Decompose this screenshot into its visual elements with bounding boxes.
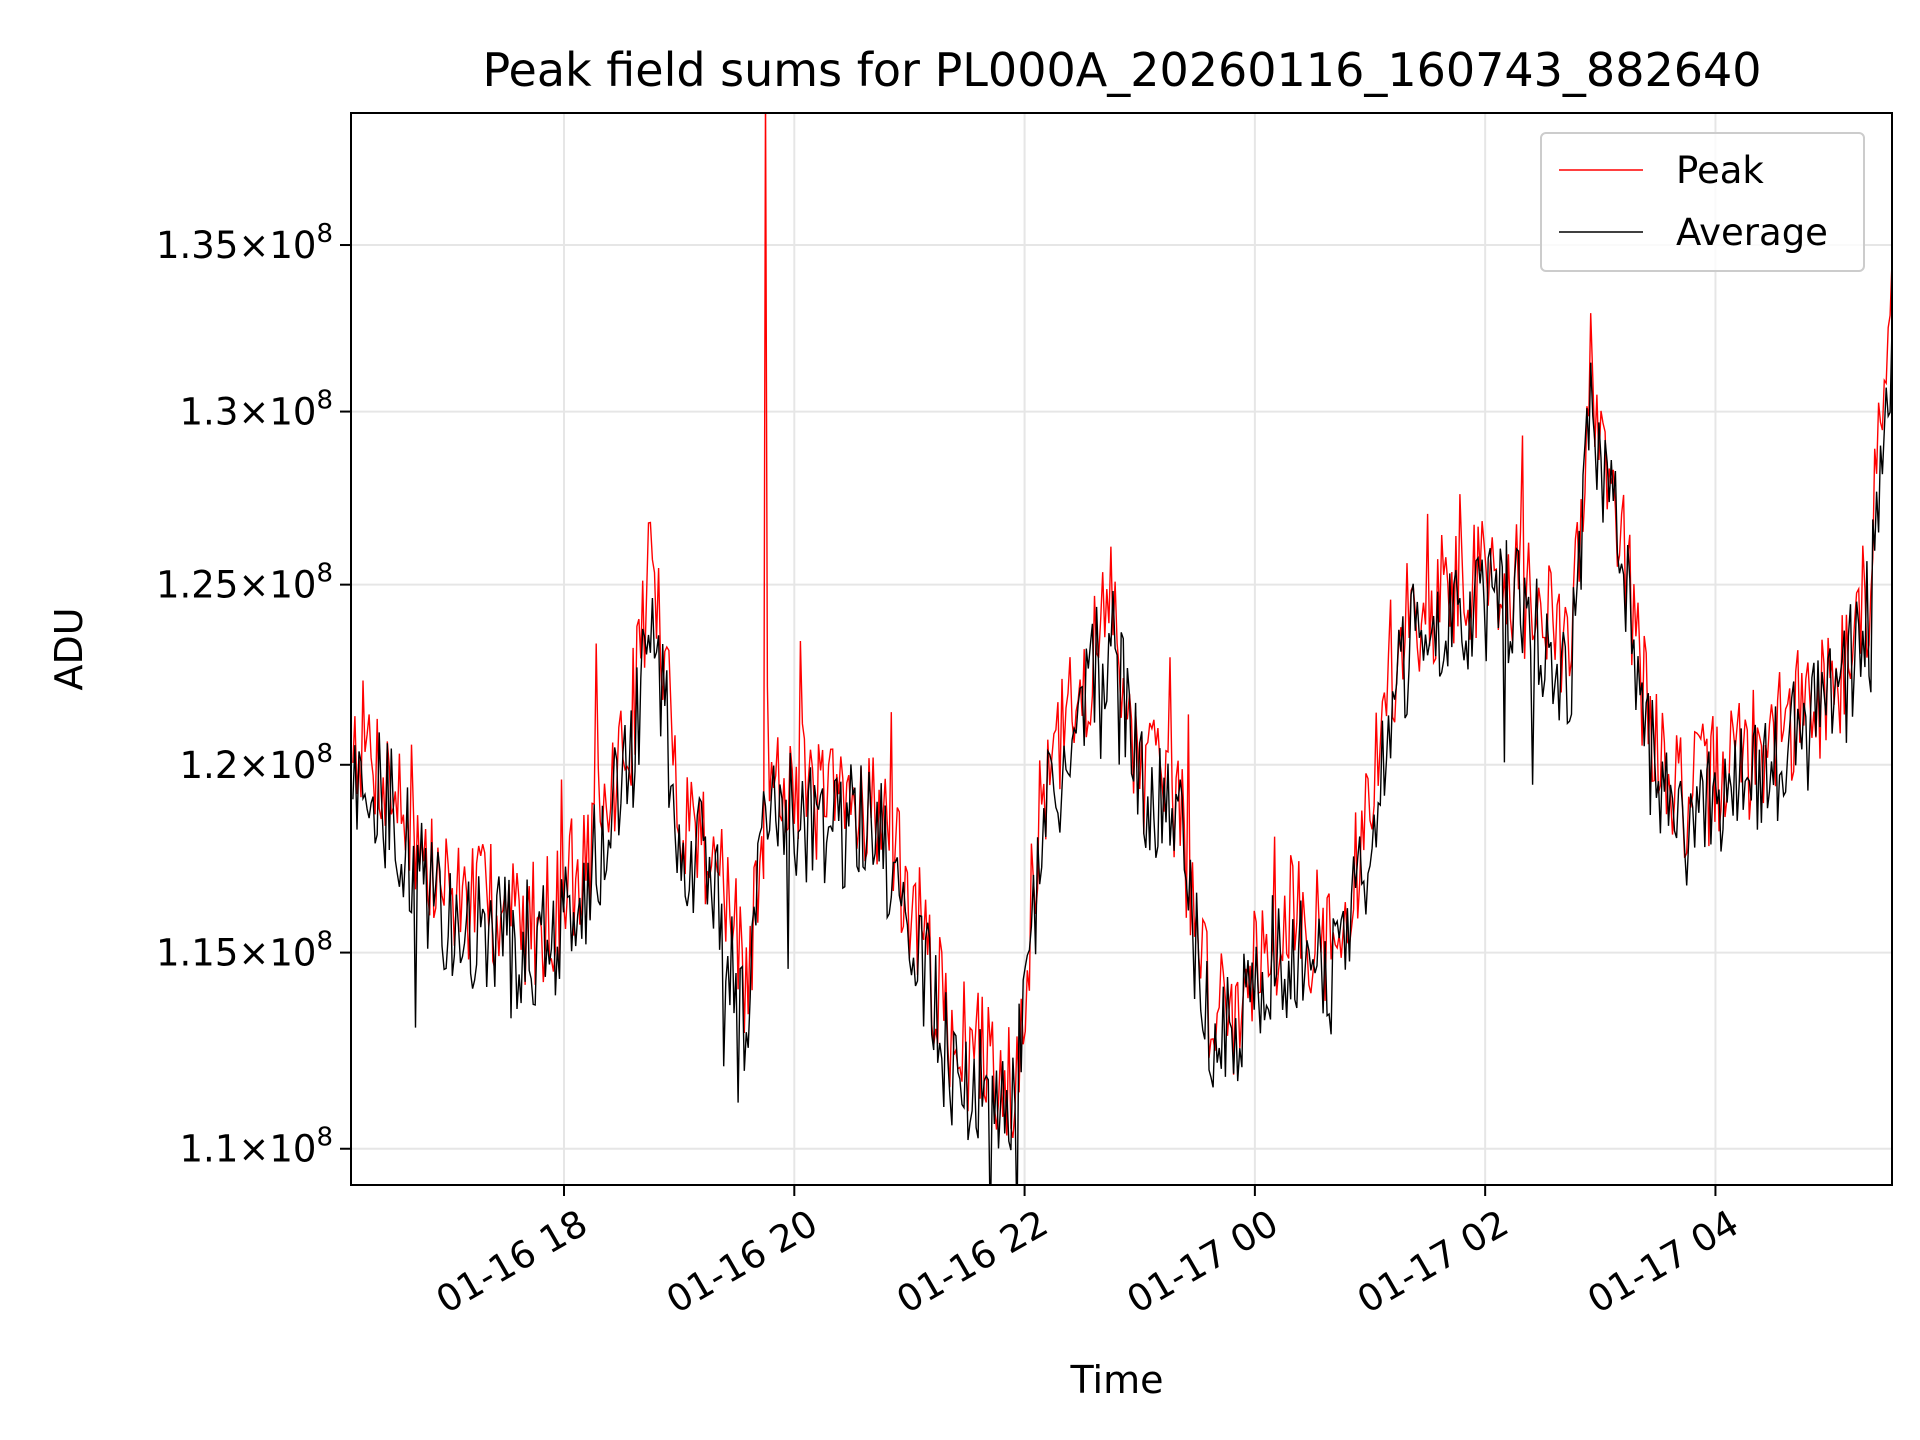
y-tick-label: 1.2×108 <box>180 739 333 787</box>
legend: Peak Average <box>1540 132 1865 272</box>
plot-frame <box>350 112 1893 1186</box>
y-tick-label: 1.25×108 <box>156 559 333 607</box>
y-axis: 1.1×108 1.15×108 1.2×108 1.25×108 1.3×108 1.3… <box>156 219 351 1171</box>
gridlines <box>351 113 1892 1185</box>
x-axis-label: Time <box>1070 1358 1164 1402</box>
y-axis-label: ADU <box>47 607 91 690</box>
legend-label-peak: Peak <box>1676 149 1764 192</box>
y-tick-label: 1.35×108 <box>156 219 333 267</box>
legend-label-average: Average <box>1676 211 1828 254</box>
y-tick-label: 1.3×108 <box>180 386 333 434</box>
legend-box <box>1540 132 1865 272</box>
chart-title: Peak field sums for PL000A_20260116_1607… <box>482 43 1761 97</box>
series-layer <box>352 113 1892 1185</box>
series-line-average <box>352 327 1892 1185</box>
y-tick-label: 1.15×108 <box>156 927 333 975</box>
y-tick-label: 1.1×108 <box>180 1123 333 1171</box>
series-line-peak <box>352 113 1892 1139</box>
